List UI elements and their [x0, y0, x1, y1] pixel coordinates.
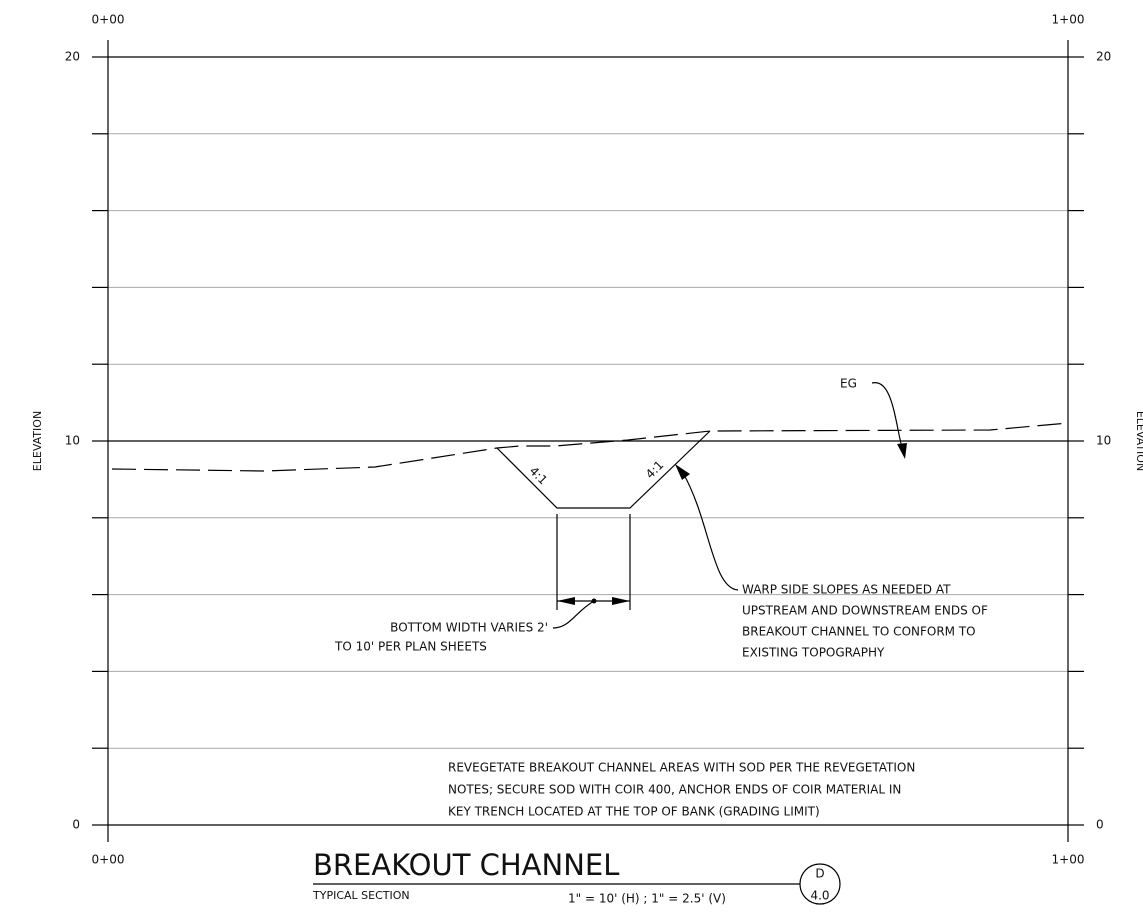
- elevation: 10: [1096, 434, 1111, 448]
- slope-label: 4:1: [643, 458, 667, 482]
- subtitle: TYPICAL SECTION: [312, 889, 410, 902]
- scale: 1" = 10' (H) ; 1" = 2.5' (V): [568, 892, 726, 906]
- note: TO 10' PER PLAN SHEETS: [334, 640, 487, 654]
- station: 1+00: [1052, 13, 1085, 27]
- station: 1+00: [1052, 853, 1085, 867]
- title: BREAKOUT CHANNEL: [313, 848, 619, 882]
- note: BREAKOUT CHANNEL TO CONFORM TO: [742, 625, 976, 639]
- station: 0+00: [92, 13, 125, 27]
- existing-ground: [111, 422, 1069, 472]
- station: 0+00: [92, 853, 125, 867]
- slope-label: 4:1: [527, 464, 551, 488]
- leader: [682, 472, 739, 591]
- axis-label: ELEVATION: [31, 411, 44, 471]
- note: REVEGETATE BREAKOUT CHANNEL AREAS WITH S…: [448, 761, 915, 775]
- elevation: 10: [65, 434, 80, 448]
- elevation: 0: [1096, 818, 1104, 832]
- note: UPSTREAM AND DOWNSTREAM ENDS OF: [742, 604, 988, 618]
- elevation: 20: [65, 50, 80, 64]
- sheet: 4.0: [810, 889, 829, 903]
- eg-label: EG: [840, 377, 857, 391]
- elevation: 20: [1096, 50, 1111, 64]
- note: NOTES; SECURE SOD WITH COIR 400, ANCHOR …: [448, 783, 901, 797]
- channel: [496, 430, 711, 509]
- arrow: [612, 597, 630, 605]
- elevation: 0: [72, 818, 80, 832]
- detail-bubble: [799, 863, 841, 905]
- arrow: [675, 464, 690, 480]
- note: EXISTING TOPOGRAPHY: [742, 646, 885, 660]
- note: BOTTOM WIDTH VARIES 2': [390, 621, 548, 635]
- axis-label: ELEVATION: [1134, 411, 1143, 471]
- leader: [871, 382, 903, 449]
- detail: D: [815, 867, 824, 881]
- grid: [92, 56, 1084, 826]
- note: WARP SIDE SLOPES AS NEEDED AT: [742, 583, 951, 597]
- arrow: [897, 443, 907, 459]
- note: KEY TRENCH LOCATED AT THE TOP OF BANK (G…: [448, 805, 820, 819]
- leader: [552, 600, 595, 629]
- arrow: [557, 597, 575, 605]
